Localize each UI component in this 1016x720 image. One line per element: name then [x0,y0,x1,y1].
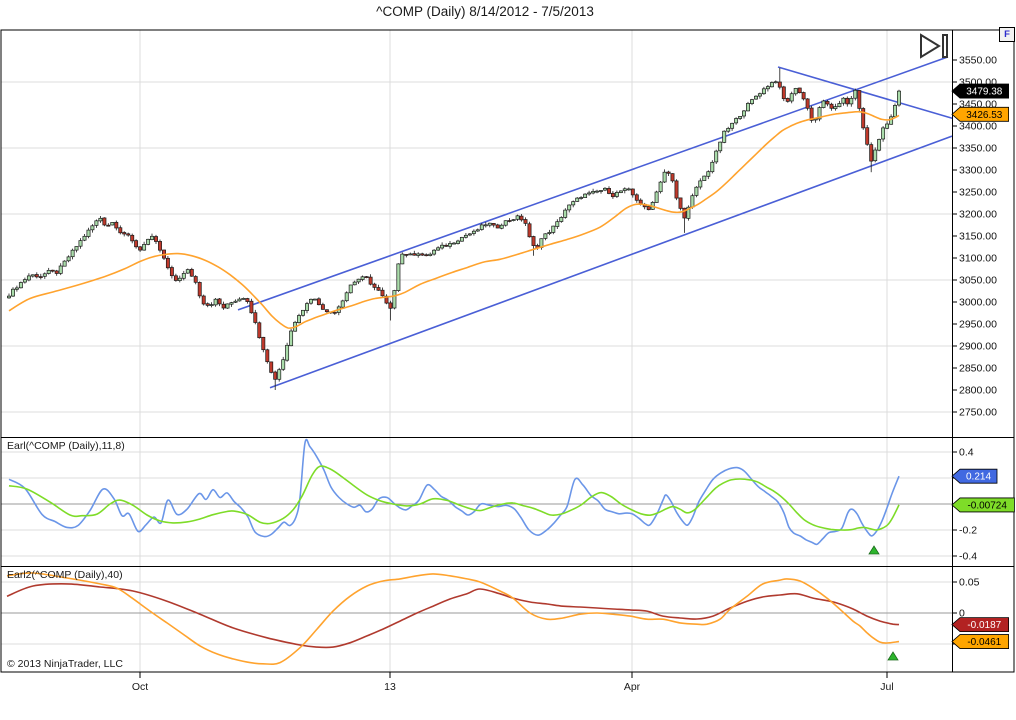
x-tick-label: Oct [131,681,149,693]
svg-text:2800.00: 2800.00 [959,385,997,397]
earl2-indicator-label: Earl2(^COMP (Daily),40) [7,569,123,581]
step-forward-icon[interactable] [918,32,950,67]
panel-borders [0,29,1015,673]
svg-text:-0.2: -0.2 [959,525,977,537]
svg-text:-0.00724: -0.00724 [967,500,1007,511]
earl-slow-line [8,465,900,531]
chart-title: ^COMP (Daily) 8/14/2012 - 7/5/2013 [376,4,594,19]
earl2-slow-value-badge: -0.0187 [951,617,1009,632]
svg-text:3200.00: 3200.00 [959,209,997,221]
svg-text:3426.53: 3426.53 [966,110,1003,121]
ma-value-badge: 3426.53 [951,106,1009,122]
earl-panel[interactable] [1,437,952,566]
svg-text:-0.4: -0.4 [959,551,977,563]
svg-text:3100.00: 3100.00 [959,253,997,265]
svg-text:-0.0461: -0.0461 [967,637,1001,648]
svg-text:2750.00: 2750.00 [959,407,997,419]
lower-channel-trendline [269,135,953,389]
svg-text:3300.00: 3300.00 [959,165,997,177]
earl-slow-value-badge: -0.00724 [951,497,1015,513]
earl-fast-value-badge: 0.214 [951,468,998,484]
vertical-gridlines [139,30,888,672]
svg-text:2900.00: 2900.00 [959,341,997,353]
signal-triangle-up-icon [887,651,899,661]
x-axis-ticks [139,672,888,678]
svg-text:3479.38: 3479.38 [966,87,1003,98]
candlestick-series [7,67,901,390]
svg-text:3250.00: 3250.00 [959,187,997,199]
x-tick-label: Jul [880,681,894,693]
earl-indicator-label: Earl(^COMP (Daily),11,8) [7,440,125,452]
earl-fast-line [8,438,900,546]
svg-text:2850.00: 2850.00 [959,363,997,375]
horizontal-gridlines [1,81,952,645]
moving-average-line [8,110,900,329]
svg-text:3550.00: 3550.00 [959,55,997,67]
svg-text:-0.0187: -0.0187 [967,620,1001,631]
x-tick-label: Apr [623,681,641,693]
trendlines[interactable] [237,56,954,389]
svg-text:0.214: 0.214 [966,472,991,483]
earl2-slow-line [6,583,900,649]
svg-text:3400.00: 3400.00 [959,121,997,133]
price-panel[interactable] [1,30,952,437]
svg-text:3350.00: 3350.00 [959,143,997,155]
x-tick-label: 13 [384,681,396,693]
upper-channel-trendline [237,56,949,311]
signal-triangle-up-icon [868,545,880,555]
earl2-fast-line [6,572,900,666]
copyright-text: © 2013 NinjaTrader, LLC [7,658,123,670]
svg-text:3050.00: 3050.00 [959,275,997,287]
fixed-scale-badge: F [999,27,1015,42]
svg-text:3150.00: 3150.00 [959,231,997,243]
svg-text:2950.00: 2950.00 [959,319,997,331]
svg-text:3000.00: 3000.00 [959,297,997,309]
last-price-badge: 3479.38 [951,83,1009,99]
earl2-fast-value-badge: -0.0461 [951,634,1009,649]
svg-text:0.4: 0.4 [959,447,974,459]
y-axis-labels: 3550.003500.003450.003400.003350.003300.… [952,55,997,651]
earl2-panel[interactable] [1,566,952,672]
svg-text:0: 0 [959,608,965,620]
svg-text:0.05: 0.05 [959,577,980,589]
descending-trendline [777,66,954,120]
